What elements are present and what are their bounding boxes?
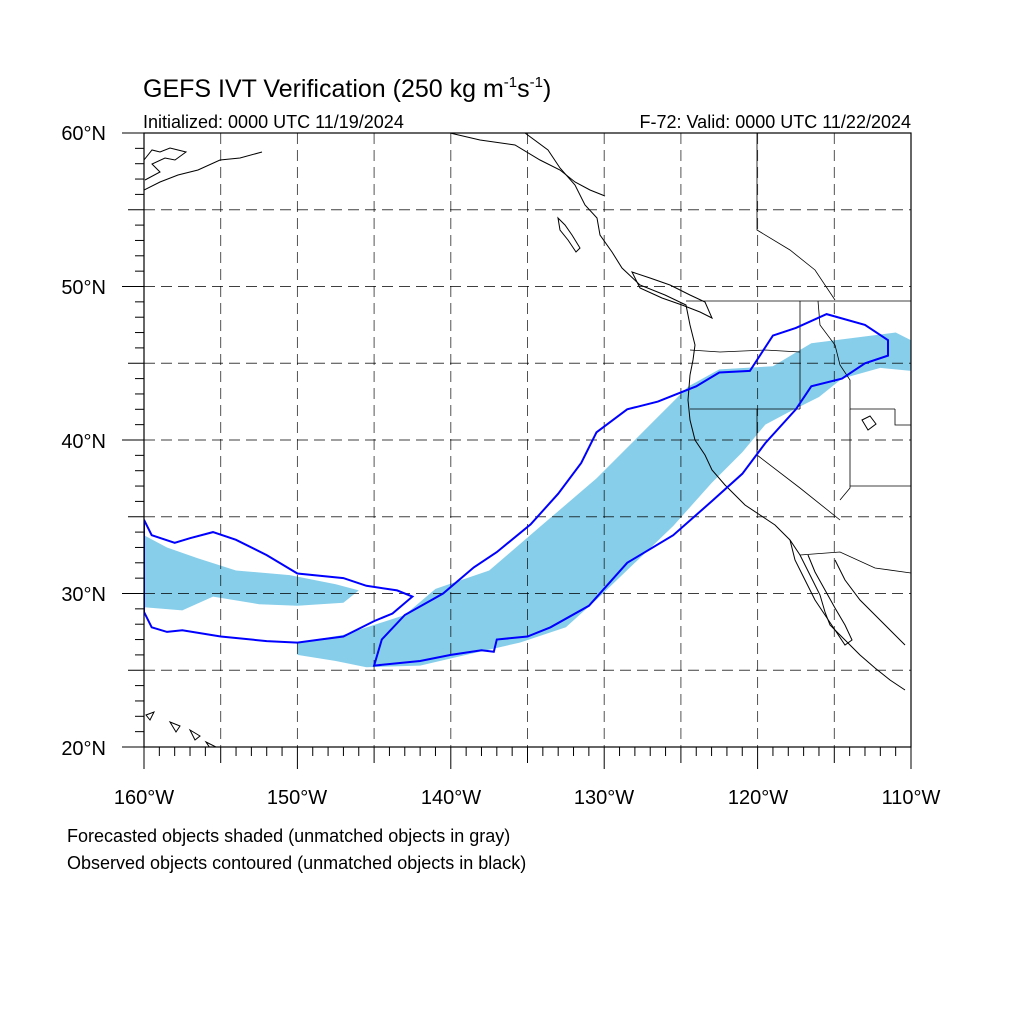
lon-label-120w: 120°W <box>728 787 788 809</box>
lat-lon-gridlines <box>144 133 911 747</box>
lat-label-40n: 40°N <box>61 431 106 453</box>
baja-peninsula <box>789 539 853 646</box>
observed-western-plume-contour <box>144 519 415 644</box>
coastlines <box>144 133 906 747</box>
ut-eastern-border <box>894 409 911 426</box>
wa-or-border <box>689 349 801 353</box>
lon-label-110w: 110°W <box>882 787 941 809</box>
observed-objects <box>144 313 889 667</box>
map-frame <box>143 132 912 748</box>
observed-legend-note: Observed objects contoured (unmatched ob… <box>67 853 526 873</box>
forecast-object-western-plume <box>144 535 359 611</box>
lon-label-150w: 150°W <box>267 787 327 809</box>
init-time-label: Initialized: 0000 UTC 11/19/2024 <box>143 112 404 132</box>
vancouver-island <box>631 271 714 320</box>
haida-gwaii <box>557 216 581 253</box>
ca-nv-border <box>756 409 841 521</box>
longitude-labels: 160°W 150°W 140°W 130°W 120°W 110°W <box>114 787 941 809</box>
latitude-labels: 60°N 50°N 40°N 30°N 20°N <box>61 123 106 760</box>
us-west-coast <box>687 374 906 691</box>
great-salt-lake <box>861 415 877 431</box>
map-title: GEFS IVT Verification (250 kg m-1s-1) <box>143 74 551 103</box>
lon-label-140w: 140°W <box>421 787 481 809</box>
gulf-of-california <box>834 559 906 646</box>
canada-alaska-border <box>756 133 836 301</box>
us-mexico-border <box>799 551 911 574</box>
lat-label-30n: 30°N <box>61 584 106 606</box>
alaska-peninsula-coast <box>144 151 263 191</box>
lon-label-160w: 160°W <box>114 787 174 809</box>
alaska-gulf-coast <box>449 133 606 197</box>
valid-time-label: F-72: Valid: 0000 UTC 11/22/2024 <box>640 112 912 132</box>
hawaii-islands <box>145 711 218 747</box>
nv-az-border <box>839 409 851 501</box>
lat-label-50n: 50°N <box>61 277 106 299</box>
observed-main-river-contour <box>372 313 889 667</box>
forecast-legend-note: Forecasted objects shaded (unmatched obj… <box>67 826 510 846</box>
lon-label-130w: 130°W <box>574 787 634 809</box>
axis-ticks <box>122 132 912 769</box>
lat-label-60n: 60°N <box>61 123 106 145</box>
political-borders <box>686 133 911 574</box>
bc-coastline <box>524 133 696 376</box>
lat-label-20n: 20°N <box>61 738 106 760</box>
alaska-coastline <box>144 147 188 181</box>
